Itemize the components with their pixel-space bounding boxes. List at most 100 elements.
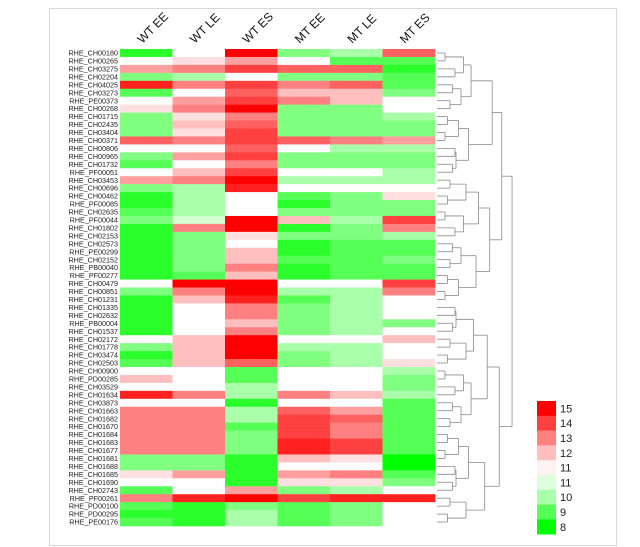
heatmap-cell: [382, 446, 436, 455]
heatmap-cell: [120, 438, 173, 447]
heatmap-cell: [330, 295, 383, 304]
heatmap-cell: [172, 390, 226, 400]
heatmap-cell: [382, 72, 436, 82]
heatmap-cell: [382, 406, 436, 415]
heatmap-cell: [277, 518, 331, 527]
heatmap-cell: [120, 49, 173, 58]
heatmap-cell: [225, 382, 278, 392]
heatmap-cell: [120, 510, 173, 519]
heatmap-cell: [172, 311, 226, 320]
heatmap-cell: [330, 374, 383, 384]
heatmap-cell: [225, 271, 278, 280]
heatmap-cell: [120, 494, 173, 503]
heatmap-cell: [382, 414, 436, 423]
heatmap-cell: [225, 263, 278, 272]
legend-label: 11: [560, 463, 571, 475]
heatmap-cell: [120, 231, 173, 241]
row-label: RHE_CH01231: [68, 295, 118, 304]
heatmap-cell: [172, 96, 226, 105]
heatmap-cell: [120, 184, 173, 193]
legend-swatch: [537, 415, 556, 431]
heatmap-cell: [120, 223, 173, 233]
heatmap-cell: [277, 271, 331, 280]
heatmap-cell: [172, 200, 226, 209]
heatmap-cell: [382, 494, 436, 503]
heatmap-cell: [330, 263, 383, 272]
heatmap-cell: [172, 462, 226, 471]
heatmap-cell: [277, 152, 331, 161]
heatmap-cell: [172, 247, 226, 256]
heatmap-cell: [225, 104, 278, 113]
heatmap-cell: [172, 446, 226, 455]
heatmap-cell: [277, 160, 331, 169]
heatmap-cell: [225, 144, 278, 153]
heatmap-cell: [330, 49, 383, 58]
column-labels: WT EE WT LE WT ES MT EE MT LE MT ES: [134, 10, 432, 47]
heatmap-cell: [120, 239, 173, 249]
heatmap-cell: [382, 247, 436, 256]
heatmap-cell: [277, 406, 331, 415]
heatmap-cell: [225, 430, 278, 439]
heatmap-cell: [330, 56, 383, 66]
legend-swatch: [537, 475, 556, 491]
row-label: RHE_CH03404: [68, 128, 118, 137]
heatmap-cell: [382, 144, 436, 153]
heatmap-cell: [277, 351, 331, 360]
heatmap-cell: [172, 112, 226, 121]
heatmap-cell: [120, 200, 173, 209]
heatmap-cell: [172, 478, 226, 487]
heatmap-cell: [382, 200, 436, 209]
heatmap-cell: [382, 287, 436, 296]
heatmap-cell: [277, 335, 331, 344]
heatmap-cell: [277, 398, 331, 408]
heatmap-cell: [277, 263, 331, 272]
heatmap-cell: [277, 478, 331, 487]
legend-label: 10: [560, 492, 572, 504]
heatmap-cell: [277, 96, 331, 105]
heatmap-cell: [330, 287, 383, 296]
heatmap-cell: [172, 406, 226, 415]
heatmap-cell: [172, 88, 226, 97]
heatmap-cell: [277, 382, 331, 392]
heatmap-cell: [277, 502, 331, 511]
heatmap-cell: [382, 478, 436, 487]
heatmap-cell: [277, 168, 331, 177]
heatmap-cell: [330, 72, 383, 82]
legend-label: 11: [560, 477, 571, 489]
heatmap-cell: [330, 430, 383, 439]
row-label: RHE_PD00285: [69, 375, 118, 384]
heatmap-cell: [172, 382, 226, 392]
heatmap-cell: [382, 327, 436, 336]
heatmap-cell: [225, 247, 278, 256]
heatmap-cell: [120, 176, 173, 185]
row-label: RHE_CH00479: [68, 279, 118, 288]
heatmap-cell: [225, 200, 278, 209]
heatmap-cell: [330, 303, 383, 312]
legend-swatch: [537, 430, 556, 446]
heatmap-cell: [382, 263, 436, 272]
heatmap-cell: [277, 80, 331, 90]
heatmap-cell: [330, 128, 383, 137]
row-label: RHE_CH01683: [68, 438, 118, 447]
heatmap-cell: [172, 454, 226, 463]
heatmap-cell: [120, 422, 173, 431]
heatmap-cell: [330, 486, 383, 495]
row-label: RHE_CH02573: [68, 239, 118, 248]
heatmap-cell: [382, 128, 436, 137]
heatmap-cell: [225, 438, 278, 447]
heatmap-cell: [277, 200, 331, 209]
heatmap-cell: [120, 414, 173, 423]
heatmap-cell: [330, 152, 383, 161]
heatmap-cell: [120, 80, 173, 90]
heatmap-cell: [172, 192, 226, 201]
legend-swatch: [537, 489, 556, 505]
heatmap-cell: [172, 160, 226, 169]
heatmap-cell: [330, 279, 383, 288]
row-label: RHE_CH00696: [68, 184, 118, 193]
row-label: RHE_CH02153: [68, 231, 118, 240]
heatmap-cell: [330, 64, 383, 74]
heatmap-cell: [382, 390, 436, 400]
heatmap-cell: [330, 359, 383, 368]
